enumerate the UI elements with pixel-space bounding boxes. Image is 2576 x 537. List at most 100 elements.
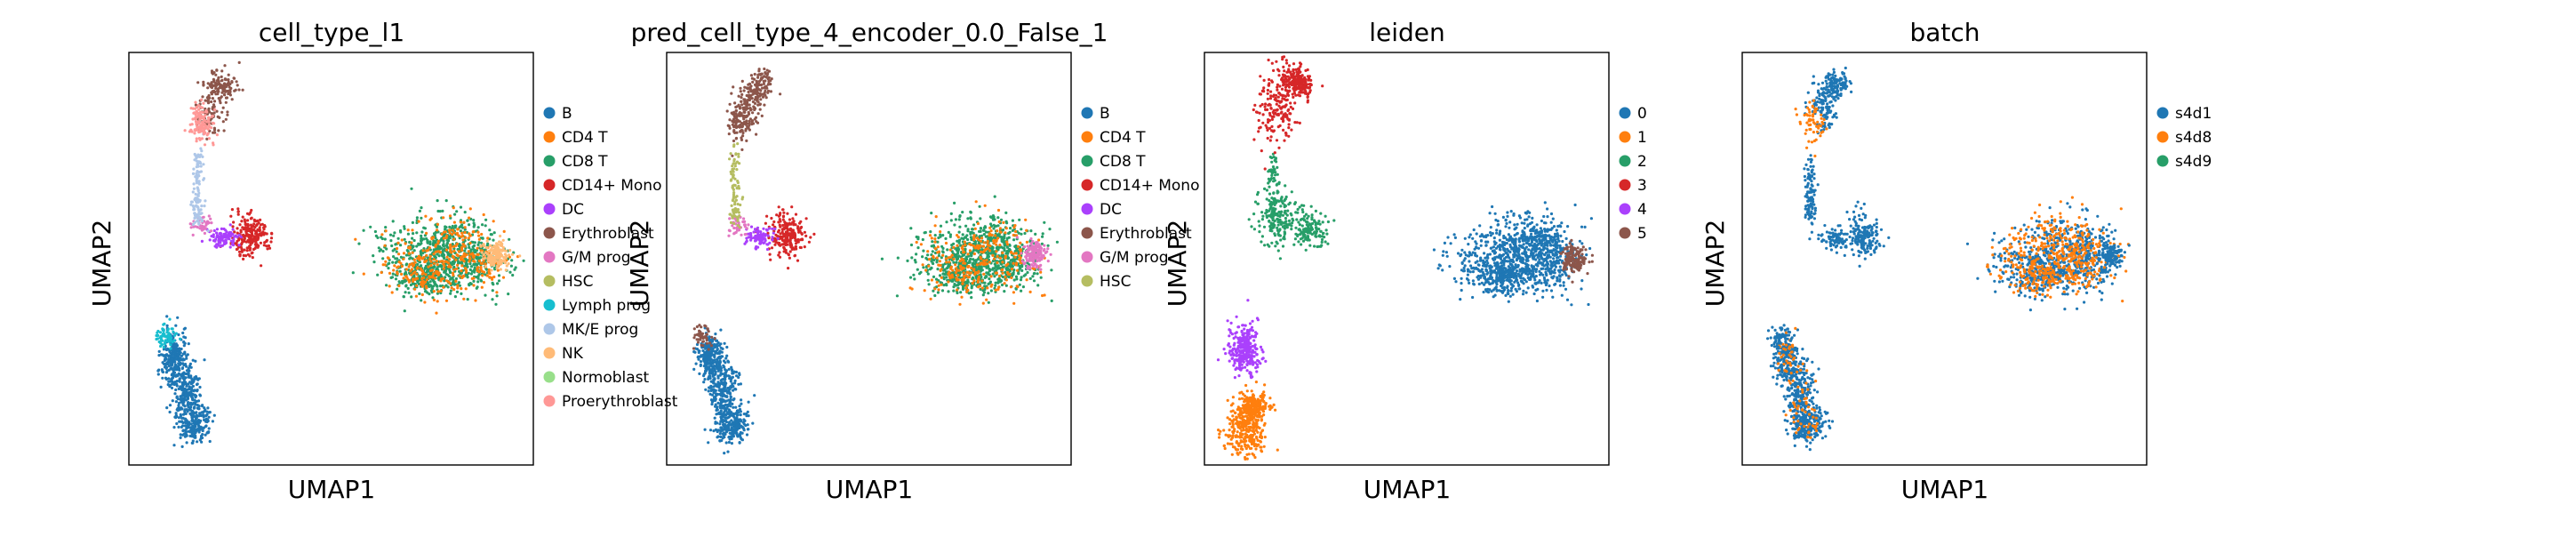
scatter-point: [472, 230, 476, 234]
scatter-point: [179, 413, 182, 416]
scatter-point: [172, 426, 176, 429]
scatter-point: [747, 90, 750, 94]
scatter-point: [1046, 260, 1050, 263]
scatter-point: [1041, 232, 1044, 236]
scatter-point: [1016, 244, 1020, 248]
scatter-point: [969, 257, 972, 260]
scatter-point: [983, 204, 987, 207]
scatter-point: [197, 182, 201, 186]
scatter-point: [919, 243, 923, 246]
scatter-point: [167, 338, 171, 341]
scatter-point: [409, 269, 412, 273]
scatter-point: [242, 228, 245, 231]
scatter-point: [181, 331, 185, 335]
scatter-point: [405, 276, 409, 279]
scatter-point: [1041, 293, 1044, 298]
legend-label: NK: [562, 345, 584, 363]
scatter-point: [476, 263, 479, 267]
scatter-point: [414, 294, 418, 298]
scatter-point: [423, 260, 427, 264]
scatter-point: [981, 293, 985, 297]
scatter-point: [190, 430, 194, 434]
scatter-point: [1029, 236, 1033, 241]
scatter-point: [988, 260, 991, 264]
scatter-point: [202, 101, 205, 105]
scatter-point: [733, 196, 738, 199]
scatter-point: [263, 241, 267, 244]
scatter-point: [173, 368, 177, 372]
scatter-point: [998, 244, 1002, 247]
scatter-point: [246, 252, 250, 256]
scatter-point: [511, 273, 515, 277]
scatter-point: [436, 239, 440, 243]
scatter-point: [1004, 231, 1007, 235]
scatter-point: [1000, 268, 1004, 272]
scatter-point: [490, 260, 493, 264]
scatter-point: [761, 92, 764, 96]
y-axis-label: UMAP2: [625, 220, 654, 308]
scatter-point: [498, 240, 501, 244]
scatter-point: [479, 268, 483, 271]
scatter-point: [993, 275, 996, 278]
scatter-point: [206, 119, 210, 123]
scatter-point: [466, 219, 469, 222]
scatter-point: [1028, 290, 1032, 293]
scatter-point: [1023, 231, 1027, 236]
scatter-point: [972, 279, 976, 283]
scatter-point: [199, 425, 203, 429]
scatter-point: [941, 234, 945, 237]
scatter-point: [203, 130, 206, 133]
scatter-point: [979, 261, 982, 266]
scatter-point: [208, 411, 212, 414]
legend-marker: [543, 275, 556, 287]
scatter-point: [212, 228, 216, 233]
scatter-point: [450, 286, 453, 290]
scatter-point: [765, 247, 770, 252]
scatter-point: [211, 97, 214, 100]
scatter-point: [508, 237, 511, 241]
scatter-point: [212, 143, 215, 147]
scatter-point: [947, 290, 950, 293]
scatter-point: [398, 269, 402, 273]
scatter-point: [227, 236, 230, 240]
scatter-point: [489, 263, 493, 267]
scatter-point: [229, 239, 233, 243]
scatter-point: [1023, 261, 1027, 265]
scatter-point: [997, 220, 1001, 224]
scatter-point: [1021, 285, 1025, 289]
scatter-point: [953, 253, 956, 257]
scatter-point: [444, 269, 447, 273]
scatter-point: [1032, 268, 1036, 271]
scatter-point: [171, 376, 175, 380]
scatter-point: [463, 211, 467, 214]
scatter-point: [231, 244, 236, 247]
scatter-point: [769, 258, 772, 261]
scatter-point: [978, 244, 981, 247]
scatter-point: [1032, 279, 1036, 283]
scatter-point: [237, 60, 241, 64]
scatter-point: [168, 404, 172, 407]
scatter-point: [1025, 228, 1028, 232]
scatter-point: [207, 137, 211, 140]
scatter-point: [495, 267, 499, 270]
scatter-point: [1014, 275, 1018, 278]
scatter-point: [406, 286, 410, 290]
scatter-point: [1004, 220, 1008, 223]
scatter-point: [492, 238, 495, 242]
scatter-point: [409, 283, 412, 287]
scatter-point: [929, 297, 932, 301]
scatter-point: [432, 236, 436, 239]
scatter-point: [1019, 278, 1023, 282]
scatter-point: [180, 445, 184, 448]
scatter-point: [199, 208, 203, 212]
scatter-point: [209, 229, 213, 233]
scatter-point: [773, 243, 777, 246]
scatter-point: [404, 268, 408, 271]
scatter-point: [740, 100, 743, 103]
scatter-point: [436, 242, 440, 245]
scatter-point: [1009, 259, 1012, 262]
scatter-point: [194, 377, 197, 381]
scatter-point: [385, 284, 388, 287]
scatter-point: [977, 278, 980, 282]
scatter-point: [390, 291, 394, 294]
